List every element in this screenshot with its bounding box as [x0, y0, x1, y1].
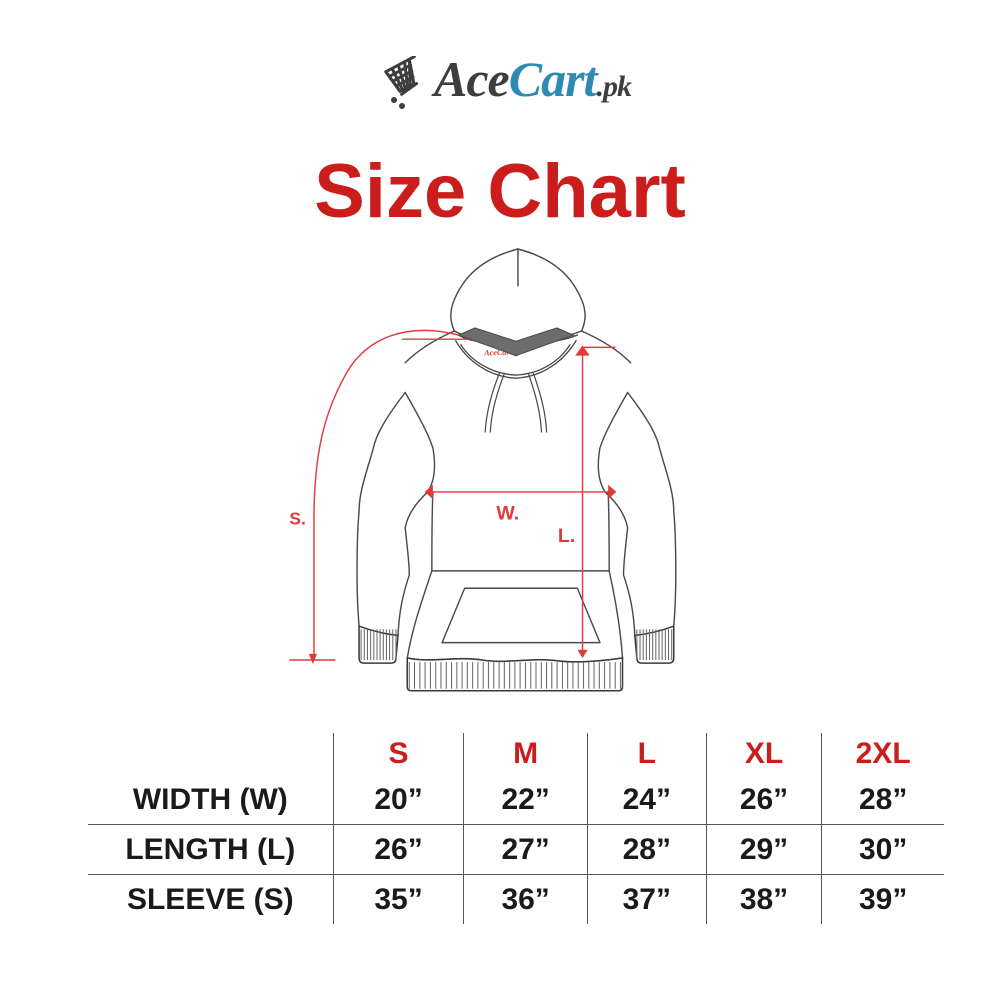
- svg-text:W.: W.: [496, 503, 519, 525]
- svg-text:S.: S.: [289, 509, 305, 529]
- svg-text:L.: L.: [558, 525, 575, 547]
